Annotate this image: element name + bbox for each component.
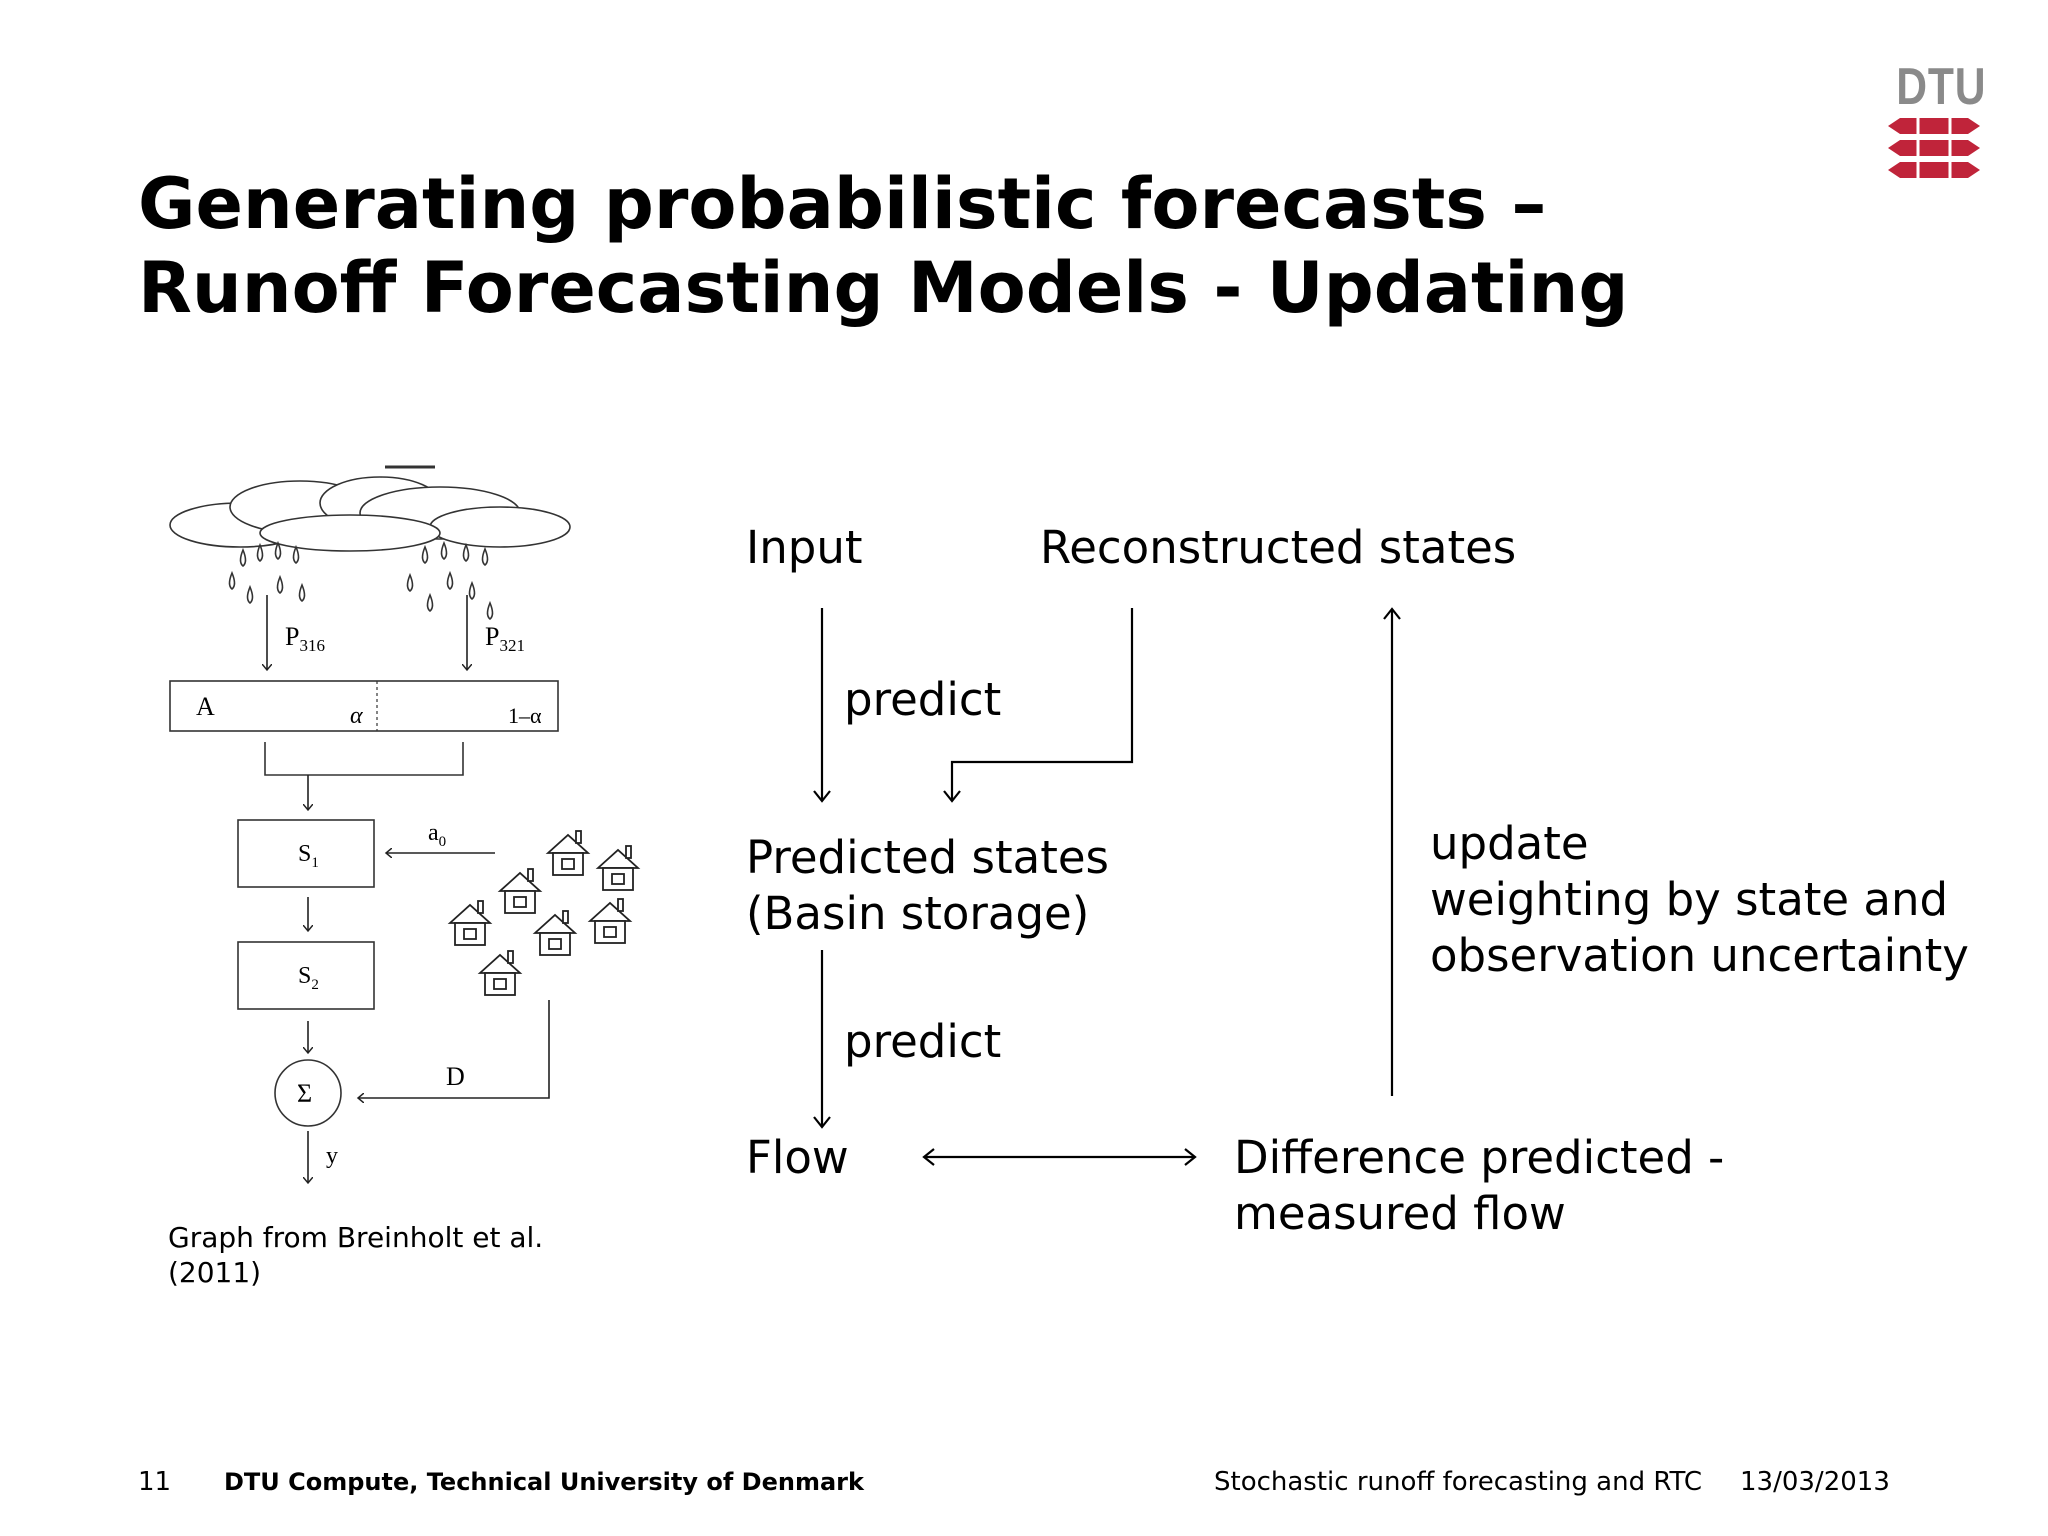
slide-title-line1: Generating probabilistic forecasts – bbox=[138, 163, 1547, 245]
d-label: D bbox=[446, 1062, 465, 1091]
a0-label: a0 bbox=[428, 820, 446, 850]
dtu-logo: DTU bbox=[1888, 58, 1987, 194]
cloud-icon bbox=[169, 465, 571, 552]
page-number: 11 bbox=[138, 1467, 172, 1497]
runoff-model-graph: P316 P321 A α 1–α S1 a0 S2 Σ D y bbox=[169, 465, 641, 1195]
slide-title-line2: Runoff Forecasting Models - Updating bbox=[138, 247, 1629, 329]
update-line2: weighting by state and bbox=[1430, 873, 1949, 926]
difference-label: Difference predicted - measured flow bbox=[1234, 1130, 1724, 1242]
reconstructed-states-label: Reconstructed states bbox=[1040, 521, 1517, 574]
s2-label: S2 bbox=[298, 963, 319, 993]
flow-label: Flow bbox=[746, 1131, 849, 1184]
houses-icon bbox=[447, 830, 641, 996]
s1-storage-box bbox=[237, 819, 375, 888]
input-label: Input bbox=[746, 521, 863, 574]
footer-date: 13/03/2013 bbox=[1740, 1467, 1890, 1497]
update-line3: observation uncertainty bbox=[1430, 929, 1969, 982]
footer-institution: DTU Compute, Technical University of Den… bbox=[224, 1468, 864, 1496]
graph-caption: Graph from Breinholt et al. (2011) bbox=[168, 1220, 543, 1290]
predicted-states-line2: (Basin storage) bbox=[746, 887, 1090, 940]
s2-storage-box bbox=[237, 941, 375, 1010]
p316-label: P316 bbox=[285, 622, 325, 655]
s1-label: S1 bbox=[298, 841, 319, 871]
one-minus-alpha-label: 1–α bbox=[508, 703, 542, 728]
predicted-states-label: Predicted states (Basin storage) bbox=[746, 830, 1109, 942]
catchment-area-box bbox=[169, 680, 559, 732]
y-label: y bbox=[326, 1143, 338, 1169]
alpha-label: α bbox=[350, 703, 363, 729]
sum-node bbox=[274, 1059, 342, 1127]
slide-title: Generating probabilistic forecasts – Run… bbox=[138, 162, 1838, 330]
caption-line1: Graph from Breinholt et al. bbox=[168, 1221, 544, 1254]
predicted-states-line1: Predicted states bbox=[746, 831, 1109, 884]
dtu-logo-waves-icon bbox=[1888, 118, 1980, 178]
area-label: A bbox=[196, 692, 215, 721]
rain-drops-icon bbox=[228, 540, 494, 621]
footer-presentation: Stochastic runoff forecasting and RTC bbox=[1214, 1467, 1703, 1497]
difference-line1: Difference predicted - bbox=[1234, 1131, 1725, 1184]
caption-line2: (2011) bbox=[168, 1256, 262, 1289]
sigma-label: Σ bbox=[297, 1079, 312, 1108]
dtu-logo-text: DTU bbox=[1896, 58, 1987, 116]
p321-label: P321 bbox=[485, 622, 525, 655]
update-line1: update bbox=[1430, 817, 1589, 870]
predict-label-1: predict bbox=[844, 673, 1002, 726]
reconstructed-states-arrow bbox=[943, 608, 1134, 803]
difference-line2: measured flow bbox=[1234, 1187, 1566, 1240]
predict-label-2: predict bbox=[844, 1015, 1002, 1068]
update-label: update weighting by state and observatio… bbox=[1430, 816, 1969, 984]
